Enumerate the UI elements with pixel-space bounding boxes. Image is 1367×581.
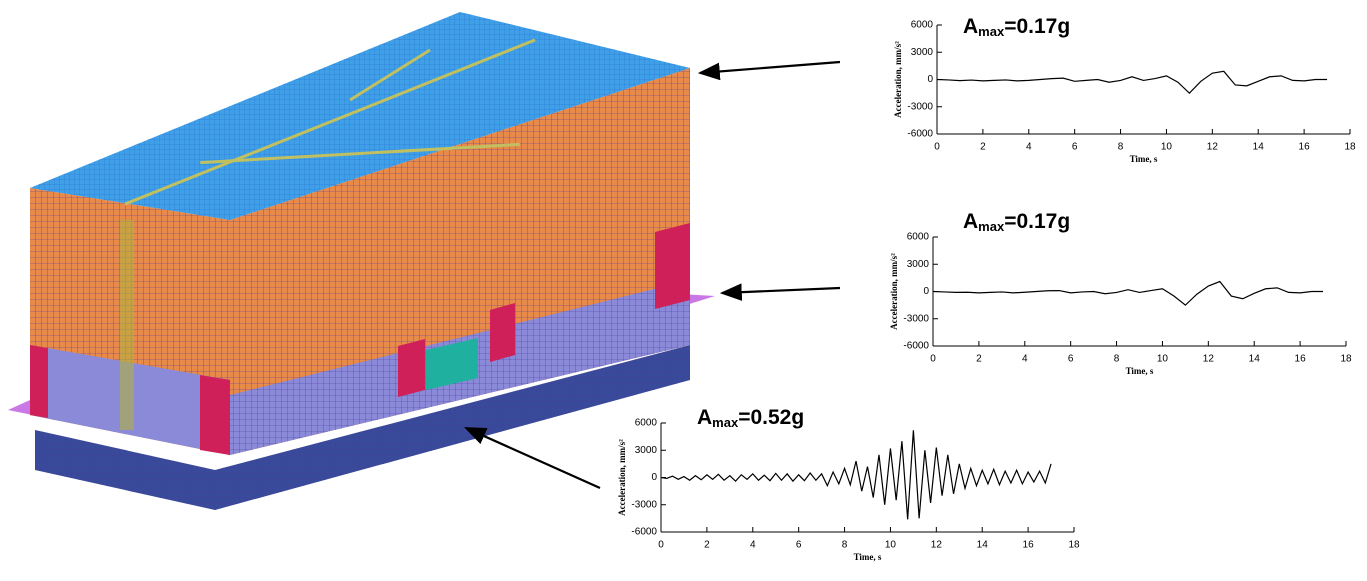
x-tick-label: 12 — [1203, 354, 1215, 365]
x-tick-label: 14 — [1253, 142, 1265, 153]
x-tick-label: 12 — [931, 540, 943, 551]
x-tick-label: 14 — [1249, 354, 1261, 365]
x-tick-label: 18 — [1340, 354, 1352, 365]
arrow — [700, 62, 840, 73]
y-axis-title: Acceleration, mm/s² — [617, 439, 627, 516]
x-tick-label: 12 — [1207, 142, 1219, 153]
y-tick-label: -3000 — [903, 313, 929, 324]
x-tick-label: 0 — [934, 142, 940, 153]
x-tick-label: 6 — [1068, 354, 1074, 365]
annotation-part: max — [978, 24, 1005, 39]
building-model — [8, 12, 715, 510]
y-tick-label: 0 — [927, 74, 933, 85]
y-tick-label: 3000 — [635, 445, 658, 456]
arrow — [466, 428, 600, 488]
y-tick-label: 6000 — [907, 232, 930, 243]
annotation: Amax=0.17g — [963, 15, 1070, 40]
x-axis-title: Time, s — [1126, 366, 1154, 376]
y-tick-label: -3000 — [907, 101, 933, 112]
x-tick-label: 8 — [1114, 354, 1120, 365]
y-tick-label: -6000 — [903, 341, 929, 352]
y-axis-title: Acceleration, mm/s² — [889, 253, 899, 330]
x-tick-label: 6 — [796, 540, 802, 551]
annotation-part: =0.52g — [738, 406, 804, 429]
figure: -6000-3000030006000024681012141618Time, … — [0, 0, 1367, 581]
x-tick-label: 2 — [980, 142, 986, 153]
y-tick-label: 0 — [651, 472, 657, 483]
x-tick-label: 16 — [1023, 540, 1035, 551]
y-tick-label: -6000 — [907, 129, 933, 140]
x-tick-label: 2 — [704, 540, 710, 551]
x-axis-title: Time, s — [1130, 154, 1158, 164]
y-axis-title: Acceleration, mm/s² — [893, 41, 903, 118]
x-tick-label: 14 — [977, 540, 989, 551]
annotation-part: A — [963, 210, 978, 233]
annotation: Amax=0.52g — [697, 406, 804, 431]
annotation: Amax=0.17g — [963, 210, 1070, 235]
annotation-part: A — [697, 406, 712, 429]
data-line — [661, 430, 1051, 519]
data-line — [937, 71, 1327, 93]
x-axis-title: Time, s — [854, 552, 882, 562]
x-tick-label: 10 — [885, 540, 897, 551]
x-tick-label: 10 — [1157, 354, 1169, 365]
x-tick-label: 10 — [1161, 142, 1173, 153]
annotation-part: max — [978, 219, 1005, 234]
x-tick-label: 6 — [1072, 142, 1078, 153]
y-tick-label: 0 — [923, 286, 929, 297]
x-tick-label: 8 — [842, 540, 848, 551]
x-tick-label: 4 — [1022, 354, 1028, 365]
x-tick-label: 2 — [976, 354, 982, 365]
x-tick-label: 18 — [1344, 142, 1356, 153]
arrow — [722, 288, 840, 293]
x-tick-label: 4 — [750, 540, 756, 551]
y-tick-label: 3000 — [911, 47, 934, 58]
y-tick-label: -6000 — [631, 527, 657, 538]
x-tick-label: 8 — [1118, 142, 1124, 153]
y-tick-label: 6000 — [635, 418, 658, 429]
annotation-part: =0.17g — [1004, 210, 1070, 233]
y-tick-label: 3000 — [907, 259, 930, 270]
x-tick-label: 16 — [1299, 142, 1311, 153]
annotation-part: max — [712, 415, 739, 430]
annotation-part: A — [963, 15, 978, 38]
y-tick-label: 6000 — [911, 20, 934, 31]
x-tick-label: 16 — [1295, 354, 1307, 365]
data-line — [933, 282, 1323, 306]
x-tick-label: 18 — [1068, 540, 1080, 551]
x-tick-label: 0 — [930, 354, 936, 365]
x-tick-label: 0 — [658, 540, 664, 551]
x-tick-label: 4 — [1026, 142, 1032, 153]
y-tick-label: -3000 — [631, 499, 657, 510]
annotation-part: =0.17g — [1004, 15, 1070, 38]
